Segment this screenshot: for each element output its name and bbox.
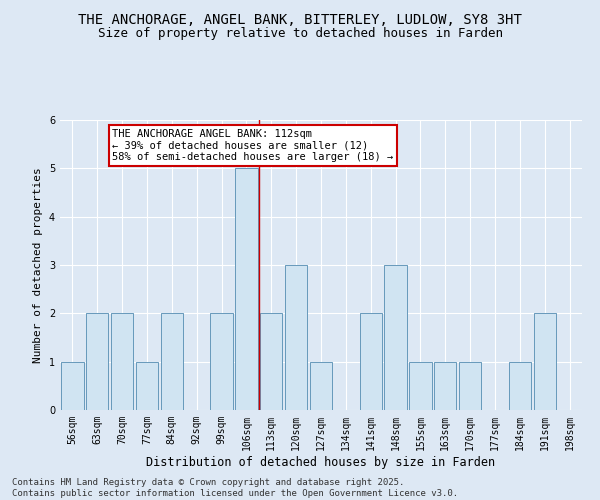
Bar: [86, 314, 109, 410]
Bar: [161, 314, 183, 410]
Bar: [533, 314, 556, 410]
Bar: [459, 362, 481, 410]
Bar: [211, 314, 233, 410]
Bar: [359, 314, 382, 410]
Bar: [260, 314, 283, 410]
Y-axis label: Number of detached properties: Number of detached properties: [34, 167, 43, 363]
Bar: [285, 265, 307, 410]
Bar: [509, 362, 531, 410]
Text: Size of property relative to detached houses in Farden: Size of property relative to detached ho…: [97, 28, 503, 40]
Bar: [310, 362, 332, 410]
Bar: [409, 362, 431, 410]
Bar: [385, 265, 407, 410]
Text: THE ANCHORAGE ANGEL BANK: 112sqm
← 39% of detached houses are smaller (12)
58% o: THE ANCHORAGE ANGEL BANK: 112sqm ← 39% o…: [112, 128, 394, 162]
Bar: [235, 168, 257, 410]
Bar: [136, 362, 158, 410]
Text: THE ANCHORAGE, ANGEL BANK, BITTERLEY, LUDLOW, SY8 3HT: THE ANCHORAGE, ANGEL BANK, BITTERLEY, LU…: [78, 12, 522, 26]
X-axis label: Distribution of detached houses by size in Farden: Distribution of detached houses by size …: [146, 456, 496, 468]
Bar: [61, 362, 83, 410]
Bar: [111, 314, 133, 410]
Text: Contains HM Land Registry data © Crown copyright and database right 2025.
Contai: Contains HM Land Registry data © Crown c…: [12, 478, 458, 498]
Bar: [434, 362, 457, 410]
